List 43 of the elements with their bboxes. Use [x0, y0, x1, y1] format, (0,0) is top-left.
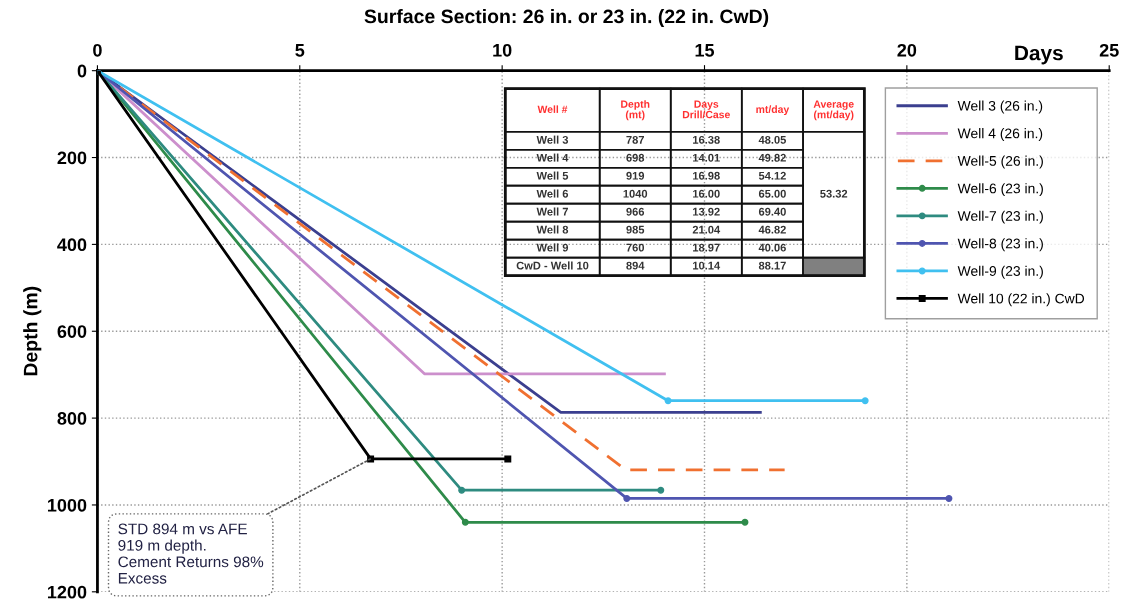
legend-label: Well-8 (23 in.) — [957, 238, 1043, 252]
text: Well 4 698 14.01 49.82 — [536, 153, 786, 162]
text: Well 3 787 16.38 48.05 — [536, 135, 787, 144]
legend-label: Well 10 (22 in.) CwD — [957, 293, 1085, 307]
legend-label: Well 3 (26 in.) — [957, 100, 1043, 114]
y-tick-label: 1000 — [48, 498, 87, 512]
legend-label: Well-9 (23 in.) — [957, 265, 1043, 279]
y-tick-label: 400 — [57, 238, 87, 252]
point — [657, 486, 665, 494]
point — [945, 494, 953, 502]
point — [664, 397, 672, 405]
x-tick-label: 0 — [93, 43, 102, 57]
y-tick-label: 800 — [57, 412, 87, 425]
text: Well 7 966 13.92 69.40 — [536, 207, 786, 216]
x-tick-label: 20 — [897, 43, 917, 57]
chart-title: Surface Section: 26 in. or 23 in. (22 in. CwD) — [364, 8, 769, 28]
y-tick-label: 600 — [57, 325, 87, 338]
legend-label: Well-6 (23 in.) — [957, 183, 1043, 197]
text: CwD - Well 10 894 10.14 88.17 — [516, 261, 786, 270]
annotation: STD 894 m vs AFE 919 m depth. Cement Returns 98% Excess — [118, 523, 264, 584]
point — [461, 518, 469, 526]
text: Well 8 985 21.04 46.82 — [536, 225, 786, 234]
text: Well 5 919 16.98 54.12 — [536, 171, 786, 180]
text: Well # Depth (mt) Days Drill/Case mt/day Average (mt/day) — [537, 100, 854, 121]
x-tick-label: 25 — [1099, 43, 1119, 57]
legend-label: Well-5 (26 in.) — [957, 155, 1043, 169]
x-tick-label: 15 — [695, 44, 715, 57]
y-tick-label: 1200 — [48, 585, 87, 599]
x-axis-title: Days — [1015, 45, 1063, 65]
point — [458, 486, 466, 494]
y-tick-label: 0 — [77, 64, 87, 78]
point — [623, 494, 631, 502]
point — [861, 397, 869, 405]
text: Well 9 760 18.97 40.06 — [536, 243, 786, 252]
legend-label: Well 4 (26 in.) — [957, 128, 1043, 142]
point — [504, 455, 512, 463]
point — [741, 518, 749, 526]
text: Well 6 1040 16.00 65.00 53.32 — [536, 189, 848, 198]
x-tick-label: 5 — [295, 44, 305, 57]
y-tick-label: 200 — [57, 151, 87, 165]
y-axis-title: Depth (m) — [23, 286, 42, 376]
legend-label: Well-7 (23 in.) — [957, 210, 1043, 224]
x-tick-label: 10 — [493, 43, 512, 57]
